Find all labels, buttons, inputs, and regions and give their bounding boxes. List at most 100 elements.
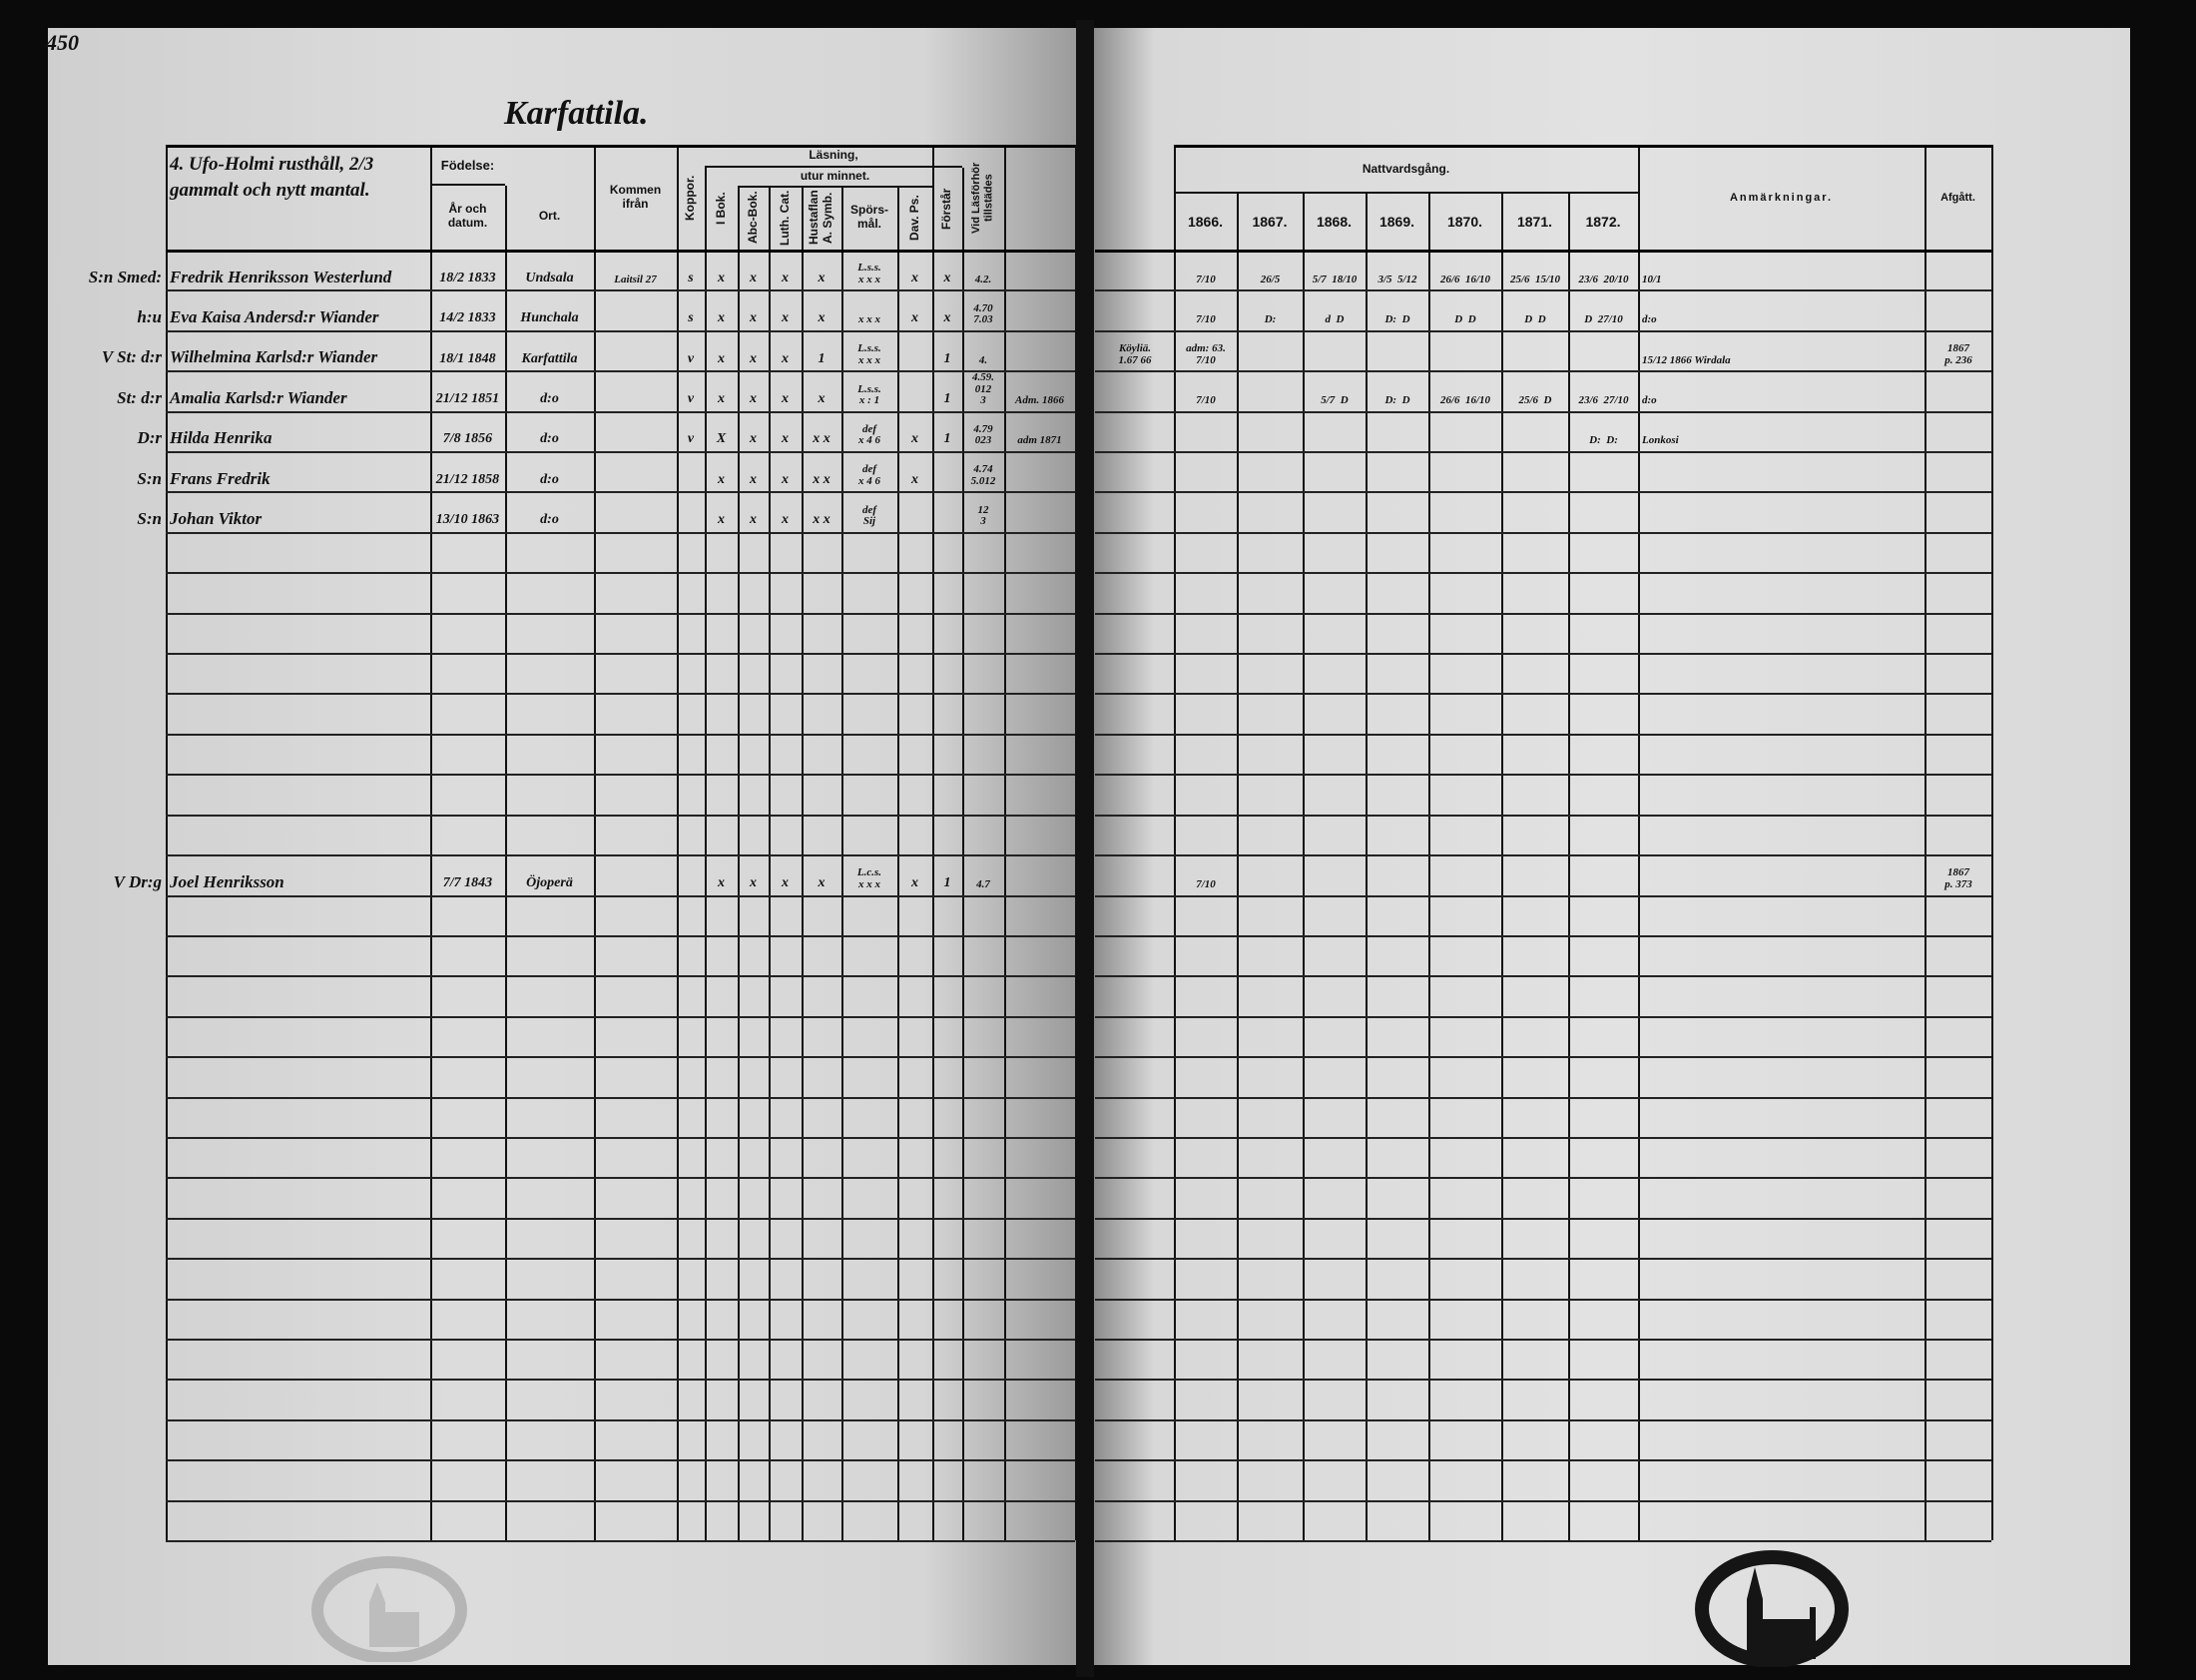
cell-koppor [677,451,705,491]
village-title: Karfattila. [504,95,649,132]
cell-from [594,854,677,894]
koppor-text: s [688,270,694,285]
row-rule [166,935,1075,937]
row-rule [166,774,1075,776]
cell-y1866: 7/10 [1174,854,1237,894]
hustaflan-text: x [818,390,825,406]
header-sporsmal: Spörs-mål. [841,188,897,248]
i-bok-text: x [718,390,725,406]
cell-y1871: D D [1501,289,1568,329]
sporsmal-text: def x 4 6 [858,422,880,447]
cell-hustaflan: 1 [802,330,841,370]
y1866-text: 7/10 [1196,394,1216,407]
cell-remarks: 15/12 1866 Wirdala [1638,330,1924,370]
place-text: Hunchala [520,310,579,326]
cell-sporsmal: def Sij [841,491,897,531]
column-divider [1501,194,1503,1540]
cell-date: 21/12 1851 [430,370,505,410]
cell-y1866: 7/10 [1174,370,1237,410]
cell-y1868 [1303,491,1366,531]
name-text: Eva Kaisa Andersd:r Wiander [170,306,379,326]
cell-from [594,330,677,370]
place-text: d:o [540,431,559,447]
cell-y1867: D: [1237,289,1303,329]
prefix-text: S:n Smed: [88,267,162,286]
row-rule [166,815,1075,817]
cell-y1872 [1568,491,1638,531]
row-rule [1095,1339,1991,1341]
cell-y1870: 26/6 16/10 [1428,370,1501,410]
cell-y1872: D 27/10 [1568,289,1638,329]
column-divider [594,145,596,1540]
cell-dav-ps [897,491,932,531]
cell-extra [1004,330,1075,370]
prefix-text: S:n [137,468,162,488]
hustaflan-text: x [818,310,825,326]
cell-y1871 [1501,330,1568,370]
cell-extra [1095,370,1174,410]
header-utur-minnet-label: utur minnet. [800,169,870,184]
cell-y1872: D: D: [1568,411,1638,451]
header-i-bok-label: I Bok. [713,192,728,226]
date-text: 7/7 1843 [442,874,493,890]
prefix-text: D:r [137,428,162,448]
name-text: Johan Viktor [170,509,263,528]
row-rule [1095,1177,1991,1179]
cell-from [594,411,677,451]
row-rule [1095,1419,1991,1421]
cell-y1868: 5/7 18/10 [1303,250,1366,289]
header-lasforhor-label: Vid Läsförhör tillstädes [970,162,995,234]
header-year-1867: 1867. [1237,196,1303,248]
cell-extra [1004,491,1075,531]
abc-bok-text: x [750,471,757,487]
row-rule [1095,370,1991,372]
header-remarks: Anmärkningar. [1638,148,1924,248]
prefix-text: V St: d:r [101,347,162,367]
cell-dav-ps: x [897,854,932,894]
archive-stamp-church-icon [1747,1567,1816,1659]
koppor-text: v [687,390,695,406]
cell-place: d:o [505,451,594,491]
row-rule [166,1540,1075,1542]
header-bottom-rule-right [1095,250,1991,253]
header-fodelse: Födelse: [430,148,505,184]
row-rule [166,1339,1075,1341]
header-year-1871: 1871. [1501,196,1568,248]
cell-forstar [932,491,962,531]
left-page [48,28,1078,1665]
header-hustaflan-label: Hustaflan A. Symb. [807,190,834,246]
cell-i-bok: x [705,250,738,289]
cell-prefix: St: d:r [60,370,166,410]
row-rule [166,411,1075,413]
cell-prefix: D:r [60,411,166,451]
nattvard-rule [1174,192,1638,194]
prefix-text: V Dr:g [113,871,162,891]
cell-lasforhor: 4.74 5.012 [962,451,1004,491]
date-text: 18/1 1848 [439,350,496,366]
name-text: Hilda Henrika [170,428,273,448]
remarks-text: d:o [1642,313,1657,326]
cell-sporsmal: def x 4 6 [841,451,897,491]
dav-ps-text: x [911,874,918,890]
cell-departed [1924,491,1991,531]
y1866-text: 7/10 [1196,273,1216,285]
dav-ps-text: x [911,431,918,447]
cell-name: Eva Kaisa Andersd:r Wiander [166,289,430,329]
cell-dav-ps: x [897,250,932,289]
cell-name: Fredrik Henriksson Westerlund [166,250,430,289]
cell-prefix: h:u [60,289,166,329]
header-abc-bok: Abc-Bok. [738,188,769,248]
row-rule [1095,1500,1991,1502]
header-bottom-rule [166,250,1075,253]
cell-extra: adm 1871 [1004,411,1075,451]
header-forstar-label: Förstår [939,188,954,230]
cell-place: Öjoperä [505,854,594,894]
column-divider [932,145,934,1540]
cell-y1866 [1174,451,1237,491]
row-rule [1095,1056,1991,1058]
row-rule [1095,289,1991,291]
household-heading: 4. Ufo-Holmi rusthåll, 2/3 gammalt och n… [170,154,374,201]
i-bok-text: X [716,431,727,447]
from-text: Laitsil 27 [614,273,657,285]
sporsmal-text: L.c.s. x x x [856,866,882,890]
